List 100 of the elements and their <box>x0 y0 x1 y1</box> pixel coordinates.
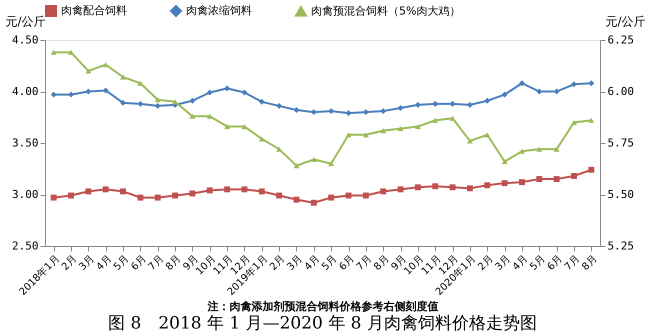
point <box>346 192 352 198</box>
x-tick-label: 6月 <box>337 254 357 273</box>
point <box>571 81 577 88</box>
point <box>241 186 248 192</box>
point <box>484 132 490 138</box>
point <box>554 176 560 182</box>
y-tick-label: 4.50 <box>12 34 38 46</box>
point <box>432 118 438 123</box>
point <box>571 173 577 179</box>
point <box>224 124 230 130</box>
text: 图 8 2018 年 1 月—2020 年 8 月肉禽饲料价格走势图 <box>108 314 537 334</box>
y-tick-label: 4.00 <box>12 85 38 98</box>
point <box>258 98 265 105</box>
y2-tick-label: 5.75 <box>608 136 634 150</box>
point <box>554 146 560 152</box>
point <box>466 185 473 192</box>
x-tick-label: 8月 <box>164 254 184 273</box>
point <box>68 50 74 55</box>
point <box>102 186 109 192</box>
point <box>224 186 230 192</box>
point <box>571 120 577 125</box>
x-tick-label: 2月 <box>476 254 496 273</box>
point <box>466 138 473 144</box>
point <box>362 192 369 198</box>
text: 注：肉禽添加剂预混合饲料价格参考右侧刻度值 <box>206 300 438 314</box>
x-tick-label: 7月 <box>146 254 166 273</box>
point <box>450 116 456 121</box>
point <box>398 126 404 132</box>
point <box>241 90 248 96</box>
point <box>294 196 300 203</box>
x-tick-label: 8月 <box>580 254 600 273</box>
point <box>398 186 404 192</box>
x-tick-label: 8月 <box>372 254 392 273</box>
point <box>137 194 144 201</box>
point <box>172 192 178 198</box>
point <box>120 188 126 194</box>
point <box>189 190 196 196</box>
legend-label: 肉禽配合饲料 <box>61 4 127 17</box>
point <box>189 114 196 119</box>
y2-tick-label: 5.50 <box>608 188 634 201</box>
x-tick-label: 3月 <box>77 254 97 273</box>
point <box>206 90 213 96</box>
point <box>502 180 508 186</box>
point <box>502 92 508 98</box>
y-tick-label: 3.50 <box>12 136 38 150</box>
point <box>380 188 386 194</box>
point <box>362 132 369 138</box>
x-tick-label: 7月 <box>354 254 374 273</box>
point <box>328 194 334 201</box>
x-tick-label: 5月 <box>528 254 548 273</box>
point <box>310 200 317 206</box>
x-tick-label: 2月 <box>268 254 288 273</box>
point <box>258 136 265 142</box>
legend-label: 肉禽浓缩饲料 <box>186 4 252 17</box>
y2-tick-label: 6.25 <box>608 34 634 46</box>
x-tick-label: 4月 <box>510 254 530 273</box>
point <box>241 124 248 130</box>
point <box>536 146 542 152</box>
x-tick-label: 2月 <box>60 254 80 273</box>
point <box>85 68 92 74</box>
point <box>294 163 300 168</box>
point <box>294 107 300 113</box>
point <box>224 85 230 92</box>
point <box>414 124 421 130</box>
point <box>206 114 213 119</box>
point <box>346 132 352 138</box>
x-tick-label: 3月 <box>285 254 305 273</box>
point <box>50 50 57 55</box>
point <box>502 158 508 164</box>
point <box>102 88 109 94</box>
point <box>380 128 386 134</box>
point <box>414 102 421 108</box>
point <box>588 166 594 173</box>
point <box>154 97 161 102</box>
y2-tick-label: 5.25 <box>608 240 634 252</box>
point <box>120 74 126 80</box>
x-tick-label: 6月 <box>129 254 149 273</box>
x-tick-label: 5月 <box>112 254 132 273</box>
point <box>154 194 161 201</box>
point <box>414 184 421 190</box>
x-tick-label: 4月 <box>94 254 114 273</box>
point <box>276 192 282 198</box>
y-tick-label: 3.00 <box>12 188 38 201</box>
point <box>450 184 456 190</box>
legend-label: 肉禽预混合饲料（5%肉大鸡） <box>311 4 460 18</box>
point <box>68 192 74 198</box>
point <box>276 102 282 109</box>
point <box>68 92 74 98</box>
point <box>518 80 525 86</box>
y2-tick-label: 6.00 <box>608 85 634 98</box>
point <box>588 118 594 123</box>
x-tick-label: 6月 <box>546 254 565 273</box>
x-tick-label: 4月 <box>302 254 322 273</box>
point <box>206 187 213 194</box>
point <box>518 179 525 186</box>
x-tick-label: 3月 <box>494 254 513 273</box>
y2-axis-title: 元/公斤 <box>605 14 646 28</box>
point <box>189 98 196 104</box>
x-tick-label: 5月 <box>320 254 340 273</box>
point <box>310 156 317 162</box>
